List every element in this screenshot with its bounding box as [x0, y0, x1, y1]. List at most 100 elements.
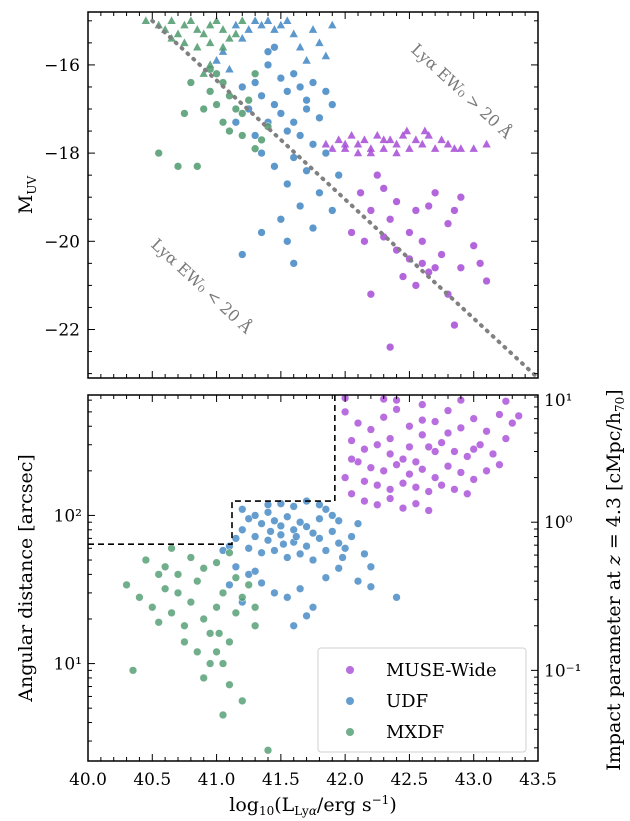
mxdf-point: [231, 573, 241, 582]
muse-wide-point: [482, 466, 491, 475]
udf-point: [328, 100, 337, 109]
udf-point: [334, 171, 343, 180]
udf-point: [334, 516, 343, 525]
muse-wide-point: [373, 171, 382, 180]
mxdf-limits-limit-marker: [205, 20, 215, 29]
udf-point: [328, 527, 337, 536]
muse-wide-limits-limit-marker: [347, 130, 356, 139]
mxdf-point: [244, 96, 253, 105]
udf-point: [276, 521, 286, 531]
muse-wide-point: [373, 481, 382, 490]
top-plot-frame: [87, 11, 539, 379]
udf-point: [308, 603, 318, 612]
udf-point: [360, 549, 369, 559]
udf-point: [257, 519, 266, 528]
muse-wide-limits-limit-marker: [411, 135, 421, 144]
udf-limits-limit-marker: [238, 33, 247, 42]
mxdf-point: [205, 87, 215, 96]
muse-wide-point: [456, 468, 466, 477]
muse-wide-point: [353, 418, 363, 428]
muse-wide-limits-limit-marker: [430, 144, 440, 152]
udf-point: [302, 166, 311, 175]
muse-wide-point: [418, 237, 427, 246]
muse-wide-limits-limit-marker: [398, 130, 408, 139]
x-tick-label: 40.0: [69, 770, 107, 790]
udf-point: [283, 179, 292, 189]
muse-wide-limits-limit-marker: [405, 144, 414, 152]
muse-wide-point: [366, 425, 376, 434]
udf-point: [295, 518, 305, 527]
udf-limits-limit-marker: [321, 51, 331, 60]
udf-point: [340, 544, 350, 553]
muse-wide-point: [514, 411, 523, 421]
muse-wide-limits-limit-marker: [379, 135, 388, 144]
udf-point: [295, 131, 305, 140]
muse-wide-point: [450, 320, 459, 330]
mxdf-limits-limit-marker: [205, 38, 215, 47]
muse-wide-point: [398, 272, 408, 281]
udf-limits-limit-marker: [302, 56, 311, 64]
muse-wide-point: [430, 263, 440, 272]
udf-point: [321, 87, 331, 96]
udf-point: [292, 532, 301, 541]
udf-point: [270, 162, 279, 171]
muse-wide-point: [424, 442, 433, 452]
mxdf-point: [193, 162, 202, 171]
mxdf-point: [212, 558, 221, 567]
bottom-axis-ticks: [87, 395, 539, 761]
muse-wide-point: [340, 407, 350, 417]
x-tick-labels: 40.0 40.5 41.0 41.5 42.0 42.5 43.0 43.5: [69, 770, 557, 790]
udf-limits-limit-marker: [225, 64, 234, 73]
right-y-axis-title: Impact parameter at z = 4.3 [cMpc/h70]: [603, 389, 627, 770]
x-tick-label: 41.5: [262, 770, 300, 790]
muse-wide-point: [392, 197, 401, 206]
mxdf-point: [173, 588, 183, 598]
muse-wide-point: [347, 454, 356, 464]
x-tick-label: 41.0: [198, 770, 236, 790]
muse-wide-point: [437, 250, 446, 259]
udf-limits-limit-marker: [244, 25, 253, 33]
muse-wide-point: [469, 241, 478, 250]
top-ytick-label: −16: [44, 56, 80, 76]
mxdf-point: [193, 647, 202, 657]
muse-wide-limits-limit-marker: [340, 139, 350, 148]
muse-wide-point: [495, 460, 504, 469]
mxdf-limits-limit-marker: [218, 25, 228, 33]
udf-point: [250, 78, 260, 87]
mxdf-point: [154, 148, 163, 158]
udf-point: [302, 611, 311, 620]
udf-point: [231, 534, 241, 543]
annotation-ew-above: Lyα EW₀ > 20 Å: [407, 39, 517, 143]
udf-point: [263, 536, 273, 545]
muse-wide-point: [373, 500, 382, 509]
bottom-panel: 40.0 40.5 41.0 41.5 42.0 42.5 43.0 43.5 10¹10² …: [15, 389, 627, 818]
udf-point: [257, 91, 266, 100]
udf-point: [302, 96, 311, 105]
udf-point: [353, 577, 363, 586]
mxdf-point: [173, 162, 183, 171]
mxdf-limits-limit-marker: [218, 42, 228, 51]
mxdf-point: [238, 131, 247, 140]
mxdf-point: [122, 580, 131, 589]
mxdf-point: [218, 659, 228, 668]
muse-wide-point: [418, 259, 427, 268]
muse-wide-point: [347, 436, 356, 445]
muse-wide-limits-limit-marker: [366, 144, 376, 152]
legend-box: [317, 647, 527, 753]
muse-wide-point: [411, 281, 421, 290]
mxdf-point: [154, 570, 163, 579]
x-tick-label: 43.5: [519, 770, 557, 790]
udf-point: [257, 228, 266, 237]
mxdf-point: [186, 78, 196, 87]
muse-wide-limits-limit-marker: [373, 130, 382, 139]
mxdf-point: [238, 593, 247, 602]
mxdf-limits-limit-marker: [225, 33, 234, 42]
muse-wide-limits-limit-marker: [334, 135, 343, 144]
mxdf-point: [225, 680, 234, 689]
muse-wide-point: [488, 449, 498, 459]
legend: MUSE-Wide UDF MXDF: [317, 647, 527, 753]
mxdf-limits-limit-marker: [180, 38, 189, 47]
muse-wide-limits-limit-marker: [360, 135, 369, 144]
muse-wide-point: [443, 462, 453, 471]
